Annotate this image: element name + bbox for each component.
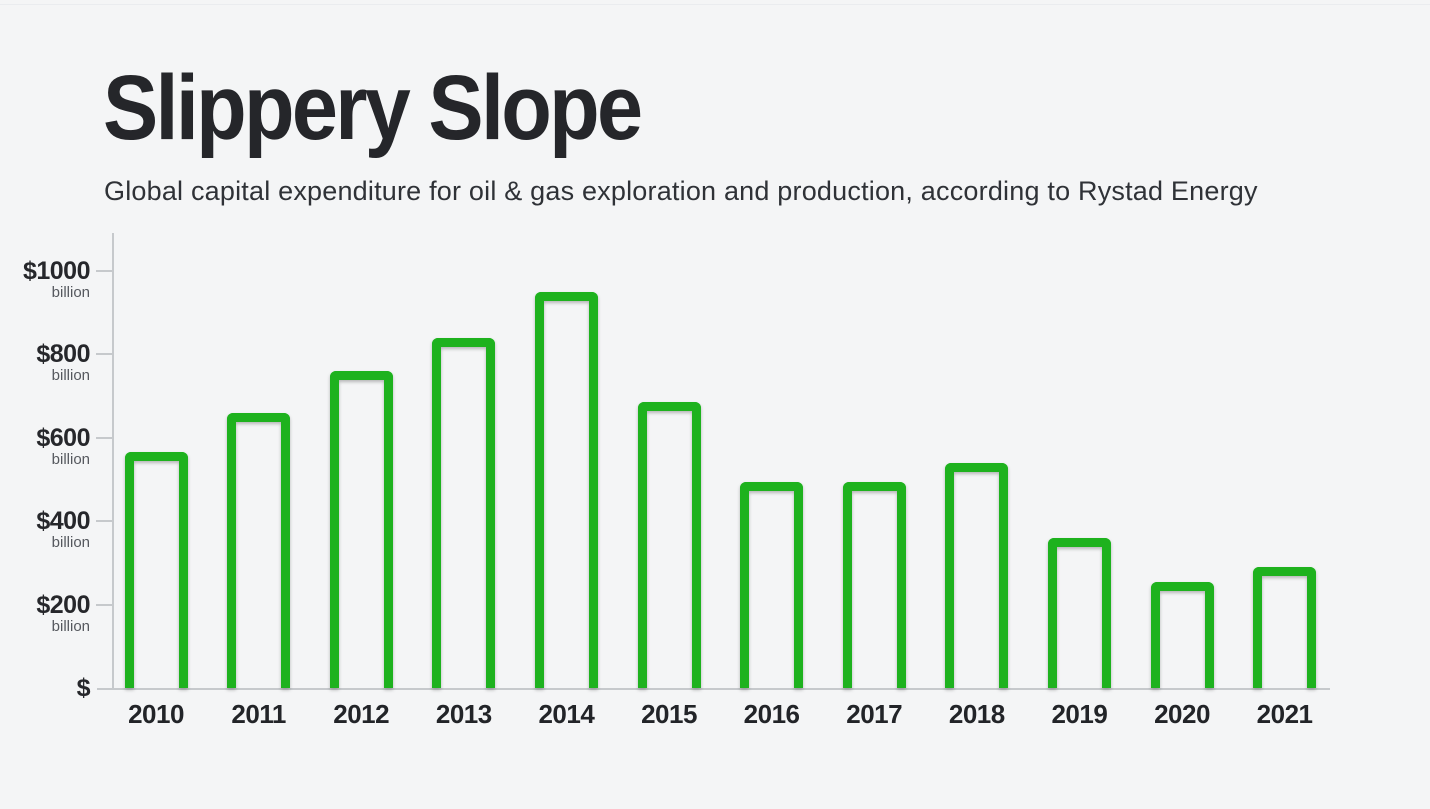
y-tick-money: $600 xyxy=(36,423,90,452)
x-tick-label-2011: 2011 xyxy=(231,699,286,729)
x-tick-label-2014: 2014 xyxy=(538,699,595,729)
y-tick-mark xyxy=(96,353,112,356)
y-tick-label: $1000 billion xyxy=(0,257,91,301)
x-tick-label-2010: 2010 xyxy=(128,699,184,729)
y-tick-mark xyxy=(96,436,112,439)
y-tick-money: $1000 xyxy=(22,257,91,285)
y-tick-unit: billion xyxy=(51,534,90,552)
y-tick-label: $800 billion xyxy=(0,341,90,384)
y-tick-unit: billion xyxy=(51,284,90,301)
bar-2020 xyxy=(1150,581,1214,688)
top-divider xyxy=(0,4,1430,5)
y-tick-unit: billion xyxy=(51,450,90,468)
x-tick-label-2019: 2019 xyxy=(1051,699,1108,729)
chart-title: Slippery Slope xyxy=(103,57,643,159)
chart-subtitle: Global capital expenditure for oil & gas… xyxy=(104,176,1258,206)
bar-2015 xyxy=(637,402,701,688)
y-tick-money: $ xyxy=(76,674,91,702)
y-tick-money: $400 xyxy=(36,507,90,536)
y-tick-money: $200 xyxy=(36,590,90,619)
bar-2010 xyxy=(124,452,188,688)
bar-2012 xyxy=(329,371,393,688)
bar-2013 xyxy=(432,337,496,688)
x-tick-label-2018: 2018 xyxy=(948,699,1005,729)
x-tick-label-2016: 2016 xyxy=(743,699,800,729)
y-tick-label: $ xyxy=(0,674,91,702)
y-tick-unit: billion xyxy=(51,617,90,635)
y-tick-unit: billion xyxy=(51,367,90,385)
x-tick-label-2015: 2015 xyxy=(641,699,697,729)
x-tick-label-2012: 2012 xyxy=(333,699,390,729)
bar-2021 xyxy=(1253,567,1317,688)
y-tick-label: $400 billion xyxy=(0,508,90,551)
y-tick-label: $200 billion xyxy=(0,592,90,635)
x-tick-label-2013: 2013 xyxy=(435,699,492,729)
bar-2014 xyxy=(534,291,598,688)
bar-2018 xyxy=(945,462,1009,688)
x-tick-label-2020: 2020 xyxy=(1154,699,1210,729)
bar-2017 xyxy=(842,481,906,688)
bar-2016 xyxy=(740,481,804,688)
y-tick-mark xyxy=(96,603,112,606)
y-axis-line xyxy=(112,233,114,689)
x-axis-line xyxy=(97,688,1330,690)
y-tick-label: $600 billion xyxy=(0,425,90,468)
bar-2019 xyxy=(1047,537,1111,688)
y-tick-mark xyxy=(96,520,112,523)
y-tick-mark xyxy=(96,270,112,272)
x-tick-label-2017: 2017 xyxy=(846,699,903,729)
y-tick-money: $800 xyxy=(36,340,90,369)
x-tick-label-2021: 2021 xyxy=(1256,699,1313,729)
bar-2011 xyxy=(227,412,291,688)
